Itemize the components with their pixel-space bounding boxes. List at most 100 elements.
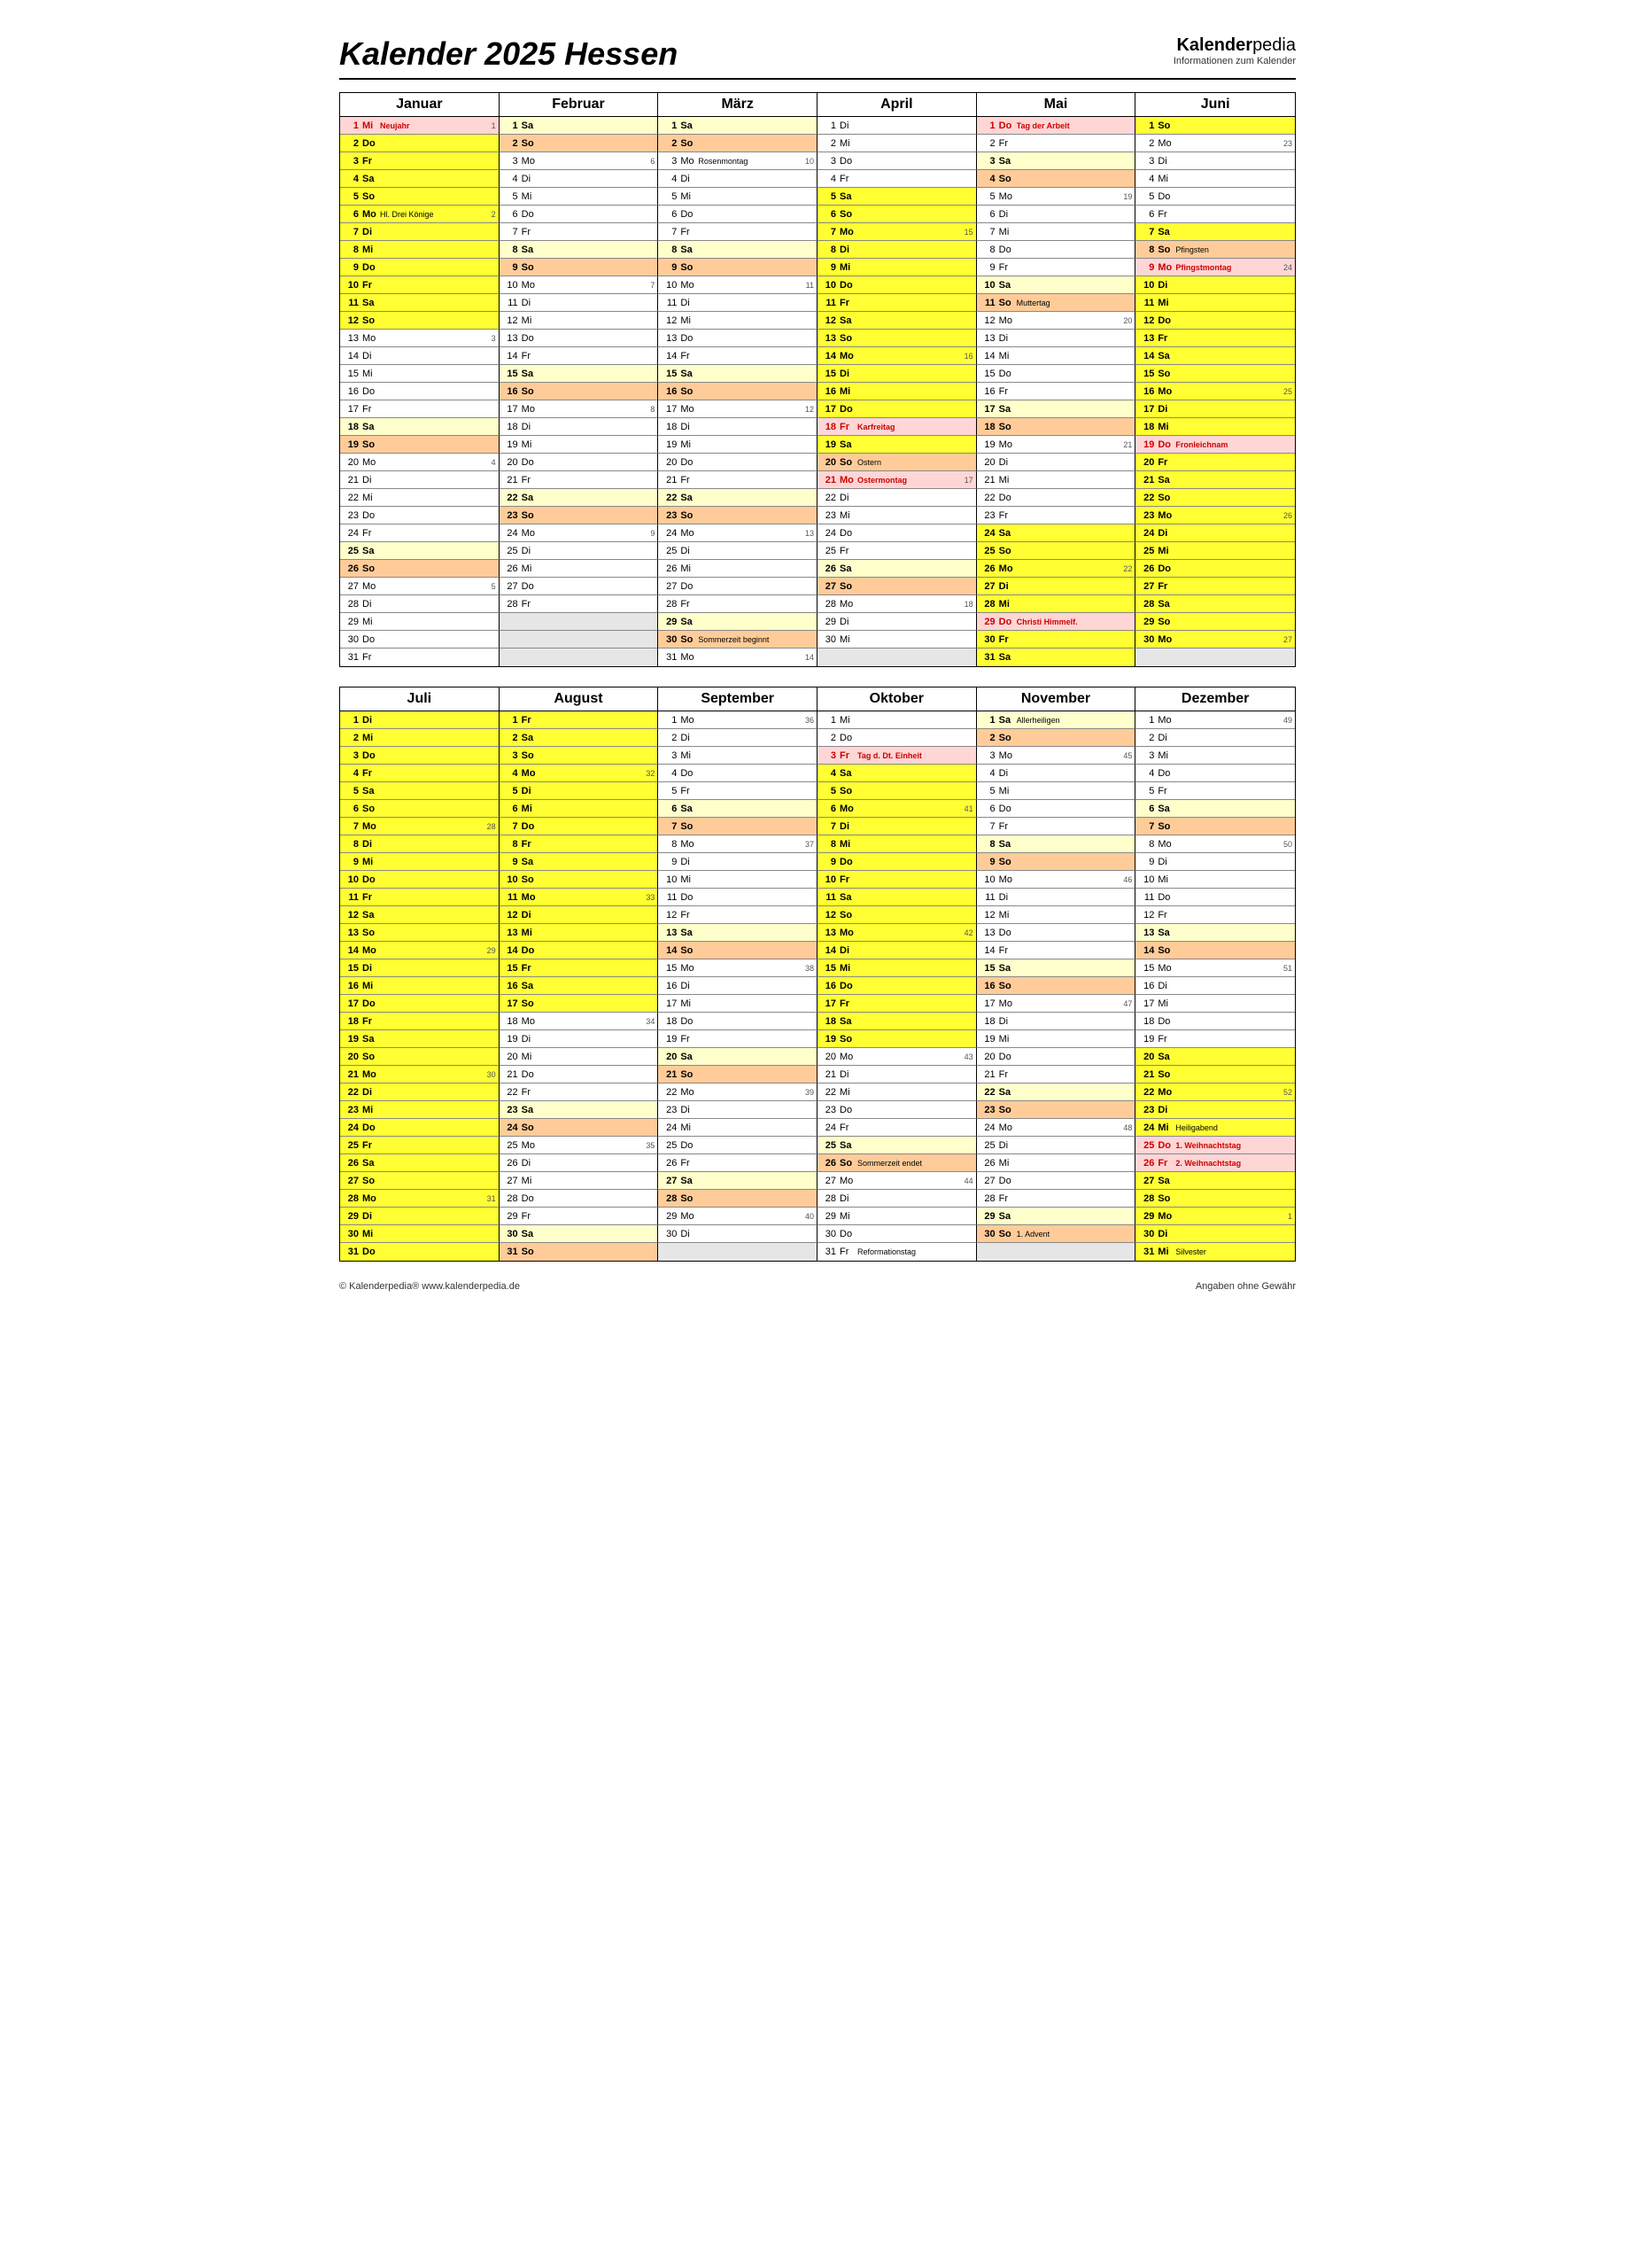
day-weekday: Mo <box>522 404 539 415</box>
day-weekday: Do <box>999 928 1017 938</box>
day-weekday: Mo <box>1158 1087 1175 1098</box>
week-number: 50 <box>1283 840 1292 849</box>
day-weekday: Fr <box>362 528 380 539</box>
day-number: 13 <box>1138 928 1154 938</box>
week-number: 12 <box>805 405 814 414</box>
day-number: 28 <box>343 599 359 610</box>
day-cell: 10Fr <box>340 276 500 294</box>
day-number: 12 <box>1138 910 1154 920</box>
day-number: 7 <box>343 821 359 832</box>
day-weekday: So <box>522 1122 539 1133</box>
day-number: 21 <box>1138 1069 1154 1080</box>
day-cell: 1Mi <box>818 711 977 729</box>
day-number: 14 <box>661 351 677 361</box>
day-cell: 8Sa <box>658 241 818 259</box>
day-number: 1 <box>820 715 836 726</box>
day-cell: 21Fr <box>658 471 818 489</box>
day-cell: 15Mo38 <box>658 959 818 977</box>
day-weekday: So <box>680 386 698 397</box>
day-number: 26 <box>980 1158 996 1169</box>
day-number: 18 <box>343 422 359 432</box>
day-cell: 19Mi <box>658 436 818 454</box>
day-weekday: Mo <box>680 528 698 539</box>
week-number: 41 <box>965 804 973 813</box>
day-number: 8 <box>343 245 359 255</box>
day-number: 7 <box>980 227 996 237</box>
day-number: 3 <box>820 156 836 167</box>
day-weekday: Sa <box>999 1087 1017 1098</box>
day-weekday: So <box>522 138 539 149</box>
day-weekday: Sa <box>680 120 698 131</box>
day-weekday: Di <box>522 1158 539 1169</box>
day-number: 9 <box>343 262 359 273</box>
day-number: 7 <box>502 227 518 237</box>
day-cell: 12Mo20 <box>977 312 1136 330</box>
day-weekday: Di <box>362 599 380 610</box>
day-weekday: Do <box>680 457 698 468</box>
month-header: Oktober <box>818 687 977 711</box>
day-weekday: Fr <box>680 910 698 920</box>
day-cell: 27Sa <box>1135 1172 1295 1190</box>
day-weekday: Di <box>362 839 380 850</box>
day-cell: 6Sa <box>658 800 818 818</box>
day-number: 3 <box>502 156 518 167</box>
day-weekday: Mo <box>840 1052 857 1062</box>
day-row: 22Mi22Sa22Sa22Di22Do22So <box>340 489 1295 507</box>
day-cell: 17So <box>500 995 659 1013</box>
day-cell: 5Do <box>1135 188 1295 206</box>
day-cell: 7Sa <box>1135 223 1295 241</box>
day-cell: 16Mo25 <box>1135 383 1295 400</box>
day-label: Tag d. Dt. Einheit <box>857 751 973 760</box>
day-number: 26 <box>1138 1158 1154 1169</box>
day-number: 17 <box>820 404 836 415</box>
day-weekday: Sa <box>999 652 1017 663</box>
day-number: 10 <box>343 874 359 885</box>
day-weekday: Do <box>680 892 698 903</box>
day-row: 29Di29Fr29Mo4029Mi29Sa29Mo1 <box>340 1208 1295 1225</box>
day-weekday: Di <box>680 422 698 432</box>
day-number: 4 <box>820 174 836 184</box>
day-weekday: Fr <box>1158 581 1175 592</box>
day-weekday: Di <box>1158 981 1175 991</box>
day-weekday: Do <box>522 209 539 220</box>
day-row: 16Mi16Sa16Di16Do16So16Di <box>340 977 1295 995</box>
brand-name-main: Kalender <box>1176 35 1252 55</box>
day-weekday: Mi <box>522 804 539 814</box>
day-cell: 4Mi <box>1135 170 1295 188</box>
day-cell: 12Di <box>500 906 659 924</box>
day-number: 13 <box>820 333 836 344</box>
calendar-block: JanuarFebruarMärzAprilMaiJuni1MiNeujahr1… <box>339 92 1296 667</box>
day-weekday: Fr <box>522 839 539 850</box>
day-number: 15 <box>820 963 836 974</box>
day-weekday: Sa <box>840 768 857 779</box>
day-weekday: Mo <box>1158 386 1175 397</box>
day-cell: 7Mo15 <box>818 223 977 241</box>
day-cell: 24Mo13 <box>658 524 818 542</box>
day-number: 7 <box>1138 821 1154 832</box>
day-row: 12So12Mi12Mi12Sa12Mo2012Do <box>340 312 1295 330</box>
day-cell: 8SoPfingsten <box>1135 241 1295 259</box>
day-number: 9 <box>980 262 996 273</box>
day-cell: 25Mo35 <box>500 1137 659 1154</box>
day-row: 4Sa4Di4Di4Fr4So4Mi <box>340 170 1295 188</box>
day-row: 2Do2So2So2Mi2Fr2Mo23 <box>340 135 1295 152</box>
day-number: 14 <box>343 351 359 361</box>
day-number: 17 <box>343 404 359 415</box>
month-header-row: JanuarFebruarMärzAprilMaiJuni <box>340 93 1295 117</box>
week-number: 4 <box>492 458 496 467</box>
day-number: 17 <box>820 998 836 1009</box>
day-weekday: Sa <box>362 174 380 184</box>
day-number: 25 <box>1138 546 1154 556</box>
week-number: 26 <box>1283 511 1292 520</box>
day-cell: 30SoSommerzeit beginnt <box>658 631 818 649</box>
day-cell: 22Di <box>818 489 977 507</box>
day-number: 21 <box>980 475 996 485</box>
day-number: 2 <box>343 138 359 149</box>
day-cell: 11Do <box>658 889 818 906</box>
day-cell: 3MoRosenmontag10 <box>658 152 818 170</box>
day-cell: 27So <box>818 578 977 595</box>
day-row: 1Di1Fr1Mo361Mi1SaAllerheiligen1Mo49 <box>340 711 1295 729</box>
day-label: Allerheiligen <box>1017 716 1133 725</box>
day-number: 6 <box>343 804 359 814</box>
day-cell: 21Sa <box>1135 471 1295 489</box>
